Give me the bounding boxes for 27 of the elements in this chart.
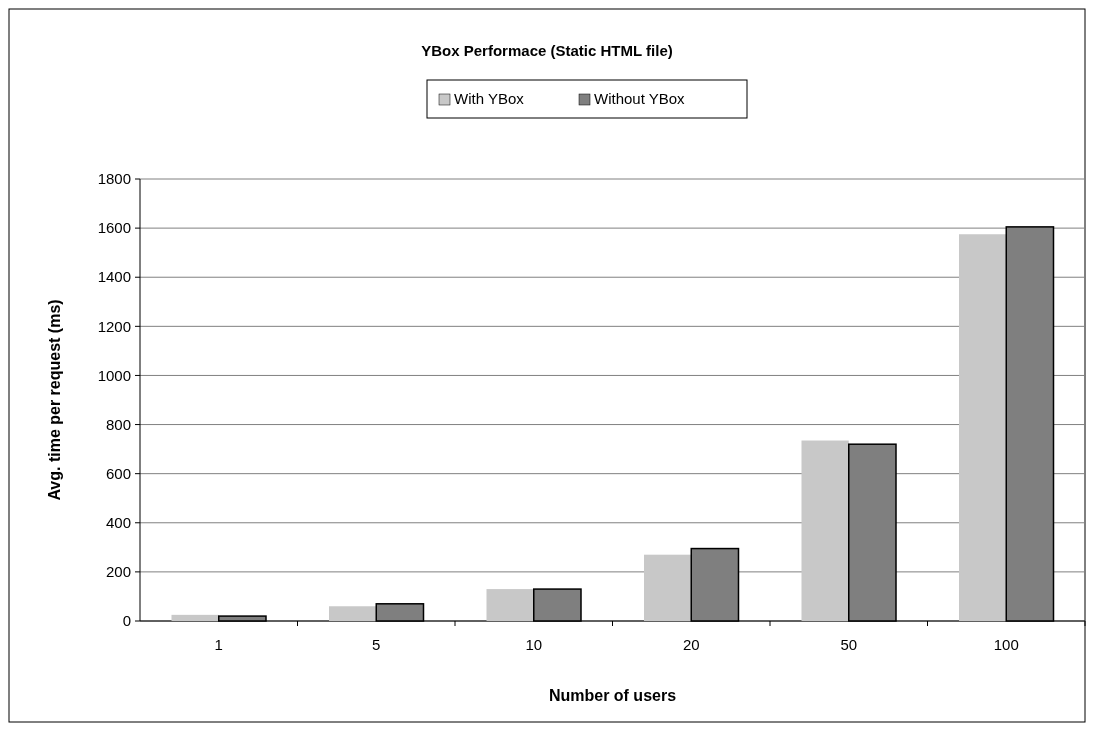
y-tick-label: 800 bbox=[105, 415, 131, 433]
x-tick-label: 10 bbox=[525, 636, 543, 653]
y-tick-label: 200 bbox=[105, 563, 131, 581]
y-tick-label: 1800 bbox=[97, 170, 131, 188]
y-tick-label: 600 bbox=[105, 464, 131, 482]
x-tick-label: 1 bbox=[214, 636, 223, 653]
bar bbox=[644, 554, 692, 621]
legend-label: With YBox bbox=[454, 90, 525, 107]
y-tick-label: 1400 bbox=[97, 268, 131, 286]
bar bbox=[486, 589, 534, 621]
bar bbox=[329, 606, 377, 621]
x-tick-label: 20 bbox=[682, 636, 700, 653]
chart-title: YBox Performace (Static HTML file) bbox=[421, 42, 673, 59]
y-tick-label: 400 bbox=[105, 514, 131, 532]
legend-label: Without YBox bbox=[594, 90, 686, 107]
bar bbox=[959, 234, 1007, 621]
bar bbox=[171, 614, 219, 621]
x-tick-label: 50 bbox=[840, 636, 858, 653]
x-tick-label: 5 bbox=[372, 636, 381, 653]
y-tick-label: 0 bbox=[122, 612, 131, 630]
y-tick-label: 1000 bbox=[97, 366, 131, 384]
x-axis-title: Number of users bbox=[548, 687, 677, 704]
y-tick-label: 1600 bbox=[97, 219, 131, 237]
y-tick-label: 1200 bbox=[97, 317, 131, 335]
y-axis-title: Avg. time per request (ms) bbox=[46, 299, 63, 501]
bar bbox=[801, 440, 849, 621]
x-tick-label: 100 bbox=[993, 636, 1019, 653]
